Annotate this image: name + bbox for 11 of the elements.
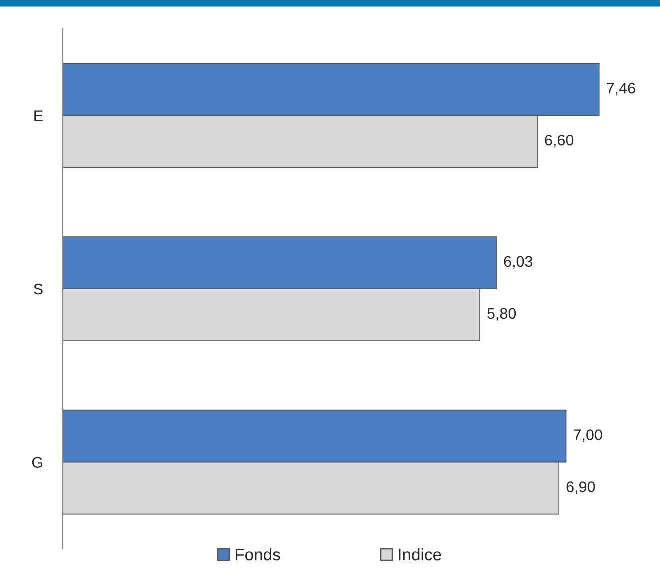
- legend-label: Indice: [399, 548, 442, 561]
- data-label: 5,80: [488, 308, 516, 321]
- data-label: 6,90: [566, 482, 596, 494]
- data-label: 7,00: [574, 430, 602, 442]
- y-tick-label: S: [34, 284, 43, 295]
- y-tick-label: E: [34, 110, 43, 122]
- y-tick-label: G: [32, 457, 42, 468]
- data-label: 6,03: [504, 256, 533, 269]
- legend-label: Fonds: [236, 548, 280, 561]
- data-label: 7,46: [607, 82, 636, 96]
- data-label: 6,60: [545, 134, 574, 148]
